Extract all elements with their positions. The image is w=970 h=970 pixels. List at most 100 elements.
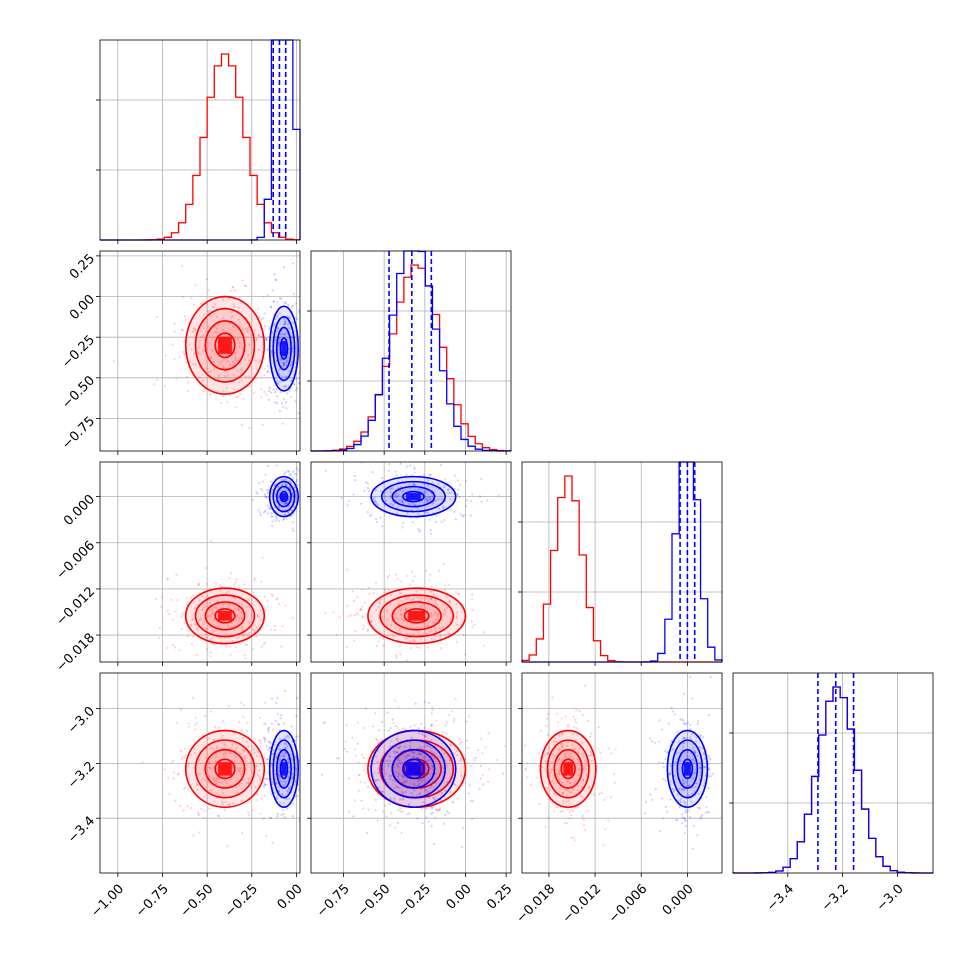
scatter-point <box>658 829 662 833</box>
scatter-point <box>433 613 436 616</box>
scatter-point <box>384 591 387 594</box>
scatter-point <box>406 813 409 816</box>
scatter-point <box>246 729 249 732</box>
scatter-point <box>174 799 177 802</box>
scatter-point <box>699 817 702 820</box>
scatter-point <box>391 718 394 721</box>
scatter-point <box>587 786 590 789</box>
scatter-point <box>558 757 561 761</box>
scatter-point <box>417 778 420 782</box>
scatter-point <box>221 603 225 607</box>
scatter-point <box>263 595 266 598</box>
scatter-point <box>187 762 191 765</box>
scatter-point <box>406 754 409 757</box>
scatter-point <box>280 478 283 482</box>
scatter-point <box>566 724 569 727</box>
scatter-point <box>419 588 423 591</box>
contour-line <box>268 475 300 518</box>
scatter-point <box>254 377 257 381</box>
scatter-point <box>263 643 266 646</box>
scatter-point <box>267 389 271 393</box>
scatter-point <box>184 318 187 321</box>
scatter-point <box>267 398 270 401</box>
scatter-point <box>672 790 675 793</box>
scatter-point <box>592 793 595 796</box>
y-tick-label: 0.25 <box>67 251 98 282</box>
scatter-point <box>202 333 205 337</box>
scatter-point <box>411 639 414 642</box>
scatter-point <box>394 699 397 702</box>
scatter-point <box>284 320 287 323</box>
scatter-point <box>240 782 243 785</box>
scatter-point <box>184 754 187 757</box>
scatter-point <box>280 645 283 648</box>
scatter-point <box>239 769 242 773</box>
scatter-point <box>681 748 684 751</box>
scatter-point <box>247 354 250 357</box>
scatter-point <box>293 472 296 476</box>
scatter-point <box>245 611 248 614</box>
scatter-point <box>357 761 360 764</box>
scatter-point <box>232 373 235 376</box>
y-tick-label: −3.2 <box>65 759 98 792</box>
scatter-point <box>232 802 235 805</box>
scatter-point <box>292 495 295 498</box>
scatter-point <box>354 630 357 633</box>
scatter-point <box>682 737 685 740</box>
scatter-point <box>560 733 563 736</box>
scatter-point <box>295 696 298 699</box>
scatter-point <box>569 755 572 758</box>
scatter-point <box>218 726 221 729</box>
scatter-point <box>418 530 421 533</box>
scatter-point <box>374 738 377 741</box>
scatter-point <box>447 632 451 635</box>
scatter-point <box>236 607 240 611</box>
scatter-point <box>276 597 279 600</box>
scatter-point <box>274 400 277 404</box>
scatter-point <box>270 480 273 483</box>
scatter-point <box>455 640 458 643</box>
scatter-point <box>471 593 474 596</box>
scatter-point <box>681 816 684 819</box>
scatter-point <box>284 319 287 322</box>
scatter-point <box>180 708 183 711</box>
scatter-point <box>265 758 269 761</box>
scatter-point <box>566 780 569 783</box>
scatter-point <box>373 500 376 503</box>
scatter-point <box>306 612 308 614</box>
scatter-point <box>262 343 265 346</box>
scatter-point <box>458 495 461 498</box>
scatter-point <box>248 343 251 346</box>
x-tick-label: −0.25 <box>222 882 261 921</box>
scatter-point <box>473 759 476 762</box>
scatter-point <box>267 726 270 729</box>
scatter-point <box>203 816 206 819</box>
scatter-point <box>585 764 588 767</box>
scatter-point <box>302 750 304 752</box>
scatter-point <box>584 829 587 832</box>
scatter-point <box>217 794 220 797</box>
x-tick-label: −0.012 <box>560 882 605 927</box>
scatter-point <box>288 470 291 473</box>
scatter-point <box>706 810 709 813</box>
scatter-point <box>305 495 307 497</box>
scatter-point <box>265 834 268 837</box>
scatter-point <box>425 759 429 762</box>
scatter-point <box>614 748 617 751</box>
scatter-point <box>401 775 405 779</box>
scatter-point <box>167 776 170 779</box>
scatter-point <box>477 749 480 752</box>
scatter-point <box>268 386 271 389</box>
scatter-point <box>377 729 381 732</box>
scatter-point <box>284 301 287 305</box>
scatter-point <box>376 503 379 506</box>
scatter-point <box>381 790 384 793</box>
scatter-point <box>300 505 302 507</box>
scatter-point <box>284 384 287 387</box>
scatter-point <box>459 759 462 762</box>
scatter-point <box>469 514 472 517</box>
scatter-point <box>275 515 278 518</box>
scatter-point <box>425 569 428 573</box>
scatter-point <box>262 317 265 320</box>
scatter-point <box>395 785 399 789</box>
